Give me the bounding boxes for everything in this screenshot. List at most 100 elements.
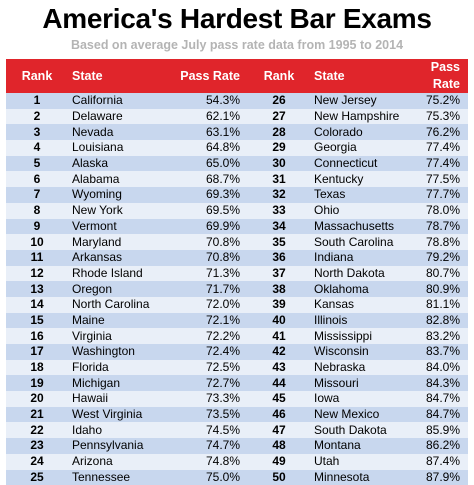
table-row: 5 Alaska 65.0% 30 Connecticut 77.4%	[6, 155, 468, 172]
state-cell: Virginia	[68, 328, 178, 344]
rank-cell: 18	[6, 359, 68, 376]
pass-rate-cell: 74.7%	[178, 438, 248, 454]
header-pass-rate[interactable]: Pass Rate	[178, 59, 248, 93]
rank-cell: 34	[248, 218, 310, 235]
state-cell: Oregon	[68, 281, 178, 297]
pass-rate-cell: 86.2%	[402, 438, 468, 454]
state-cell: Maine	[68, 312, 178, 329]
pass-rate-cell: 84.3%	[402, 375, 468, 392]
rank-cell: 4	[6, 140, 68, 156]
rank-cell: 28	[248, 124, 310, 141]
rank-cell: 12	[6, 265, 68, 282]
state-cell: South Carolina	[310, 234, 402, 250]
state-cell: Ohio	[310, 202, 402, 219]
rank-cell: 32	[248, 187, 310, 203]
rank-cell: 39	[248, 296, 310, 313]
pass-rate-cell: 74.5%	[178, 422, 248, 439]
pass-rate-cell: 83.7%	[402, 344, 468, 360]
rank-cell: 48	[248, 438, 310, 454]
pass-rate-cell: 72.2%	[178, 328, 248, 344]
rank-cell: 14	[6, 296, 68, 313]
table-row: 3 Nevada 63.1% 28 Colorado 76.2%	[6, 124, 468, 141]
state-cell: Delaware	[68, 108, 178, 125]
state-cell: Texas	[310, 187, 402, 203]
state-cell: New Hampshire	[310, 108, 402, 125]
pass-rate-cell: 87.4%	[402, 453, 468, 470]
pass-rate-cell: 62.1%	[178, 108, 248, 125]
header-state[interactable]: State	[68, 59, 178, 93]
pass-rate-cell: 71.7%	[178, 281, 248, 297]
rank-cell: 13	[6, 281, 68, 297]
table-row: 14 North Carolina 72.0% 39 Kansas 81.1%	[6, 296, 468, 313]
rank-cell: 7	[6, 187, 68, 203]
rank-cell: 16	[6, 328, 68, 344]
rank-cell: 29	[248, 140, 310, 156]
rank-cell: 1	[6, 93, 68, 109]
pass-rate-cell: 65.0%	[178, 155, 248, 172]
rank-cell: 27	[248, 108, 310, 125]
header-rank[interactable]: Rank	[6, 59, 68, 93]
pass-rate-cell: 68.7%	[178, 171, 248, 188]
table-row: 9 Vermont 69.9% 34 Massachusetts 78.7%	[6, 218, 468, 235]
header-rank-2[interactable]: Rank	[248, 59, 310, 93]
pass-rate-cell: 74.8%	[178, 453, 248, 470]
rank-cell: 49	[248, 453, 310, 470]
state-cell: Arizona	[68, 453, 178, 470]
table-row: 18 Florida 72.5% 43 Nebraska 84.0%	[6, 359, 468, 376]
header-pass-rate-2[interactable]: Pass Rate	[402, 59, 468, 93]
rank-cell: 30	[248, 155, 310, 172]
pass-rate-cell: 54.3%	[178, 93, 248, 109]
pass-rate-cell: 84.0%	[402, 359, 468, 376]
rank-cell: 24	[6, 453, 68, 470]
state-cell: Colorado	[310, 124, 402, 141]
state-cell: New Mexico	[310, 406, 402, 423]
state-cell: Illinois	[310, 312, 402, 329]
pass-rate-cell: 69.3%	[178, 187, 248, 203]
table-row: 20 Hawaii 73.3% 45 Iowa 84.7%	[6, 391, 468, 407]
pass-rate-cell: 72.0%	[178, 296, 248, 313]
rank-cell: 35	[248, 234, 310, 250]
table-row: 24 Arizona 74.8% 49 Utah 87.4%	[6, 453, 468, 470]
state-cell: Oklahoma	[310, 281, 402, 297]
pass-rate-cell: 69.9%	[178, 218, 248, 235]
rank-cell: 38	[248, 281, 310, 297]
rank-cell: 36	[248, 249, 310, 266]
table-row: 4 Louisiana 64.8% 29 Georgia 77.4%	[6, 140, 468, 156]
state-cell: North Dakota	[310, 265, 402, 282]
rank-cell: 10	[6, 234, 68, 250]
pass-rate-cell: 77.7%	[402, 187, 468, 203]
pass-rate-cell: 83.2%	[402, 328, 468, 344]
state-cell: Indiana	[310, 249, 402, 266]
rank-cell: 11	[6, 249, 68, 266]
rank-cell: 42	[248, 344, 310, 360]
table-row: 22 Idaho 74.5% 47 South Dakota 85.9%	[6, 422, 468, 439]
state-cell: Montana	[310, 438, 402, 454]
rank-cell: 47	[248, 422, 310, 439]
rank-cell: 9	[6, 218, 68, 235]
rank-cell: 6	[6, 171, 68, 188]
table-row: 8 New York 69.5% 33 Ohio 78.0%	[6, 202, 468, 219]
pass-rate-cell: 79.2%	[402, 249, 468, 266]
pass-rate-cell: 71.3%	[178, 265, 248, 282]
state-cell: Michigan	[68, 375, 178, 392]
rank-cell: 22	[6, 422, 68, 439]
pass-rate-cell: 73.3%	[178, 391, 248, 407]
pass-rate-cell: 80.9%	[402, 281, 468, 297]
state-cell: Alabama	[68, 171, 178, 188]
state-cell: South Dakota	[310, 422, 402, 439]
pass-rate-cell: 84.7%	[402, 406, 468, 423]
table-row: 23 Pennsylvania 74.7% 48 Montana 86.2%	[6, 438, 468, 454]
state-cell: Wisconsin	[310, 344, 402, 360]
pass-rate-cell: 72.7%	[178, 375, 248, 392]
state-cell: Arkansas	[68, 249, 178, 266]
pass-rate-cell: 75.2%	[402, 93, 468, 109]
header-state-2[interactable]: State	[310, 59, 402, 93]
pass-rate-cell: 77.5%	[402, 171, 468, 188]
pass-rate-cell: 82.8%	[402, 312, 468, 329]
rank-cell: 50	[248, 469, 310, 485]
rank-cell: 43	[248, 359, 310, 376]
pass-rate-cell: 73.5%	[178, 406, 248, 423]
rank-cell: 3	[6, 124, 68, 141]
pass-rate-cell: 63.1%	[178, 124, 248, 141]
state-cell: Connecticut	[310, 155, 402, 172]
